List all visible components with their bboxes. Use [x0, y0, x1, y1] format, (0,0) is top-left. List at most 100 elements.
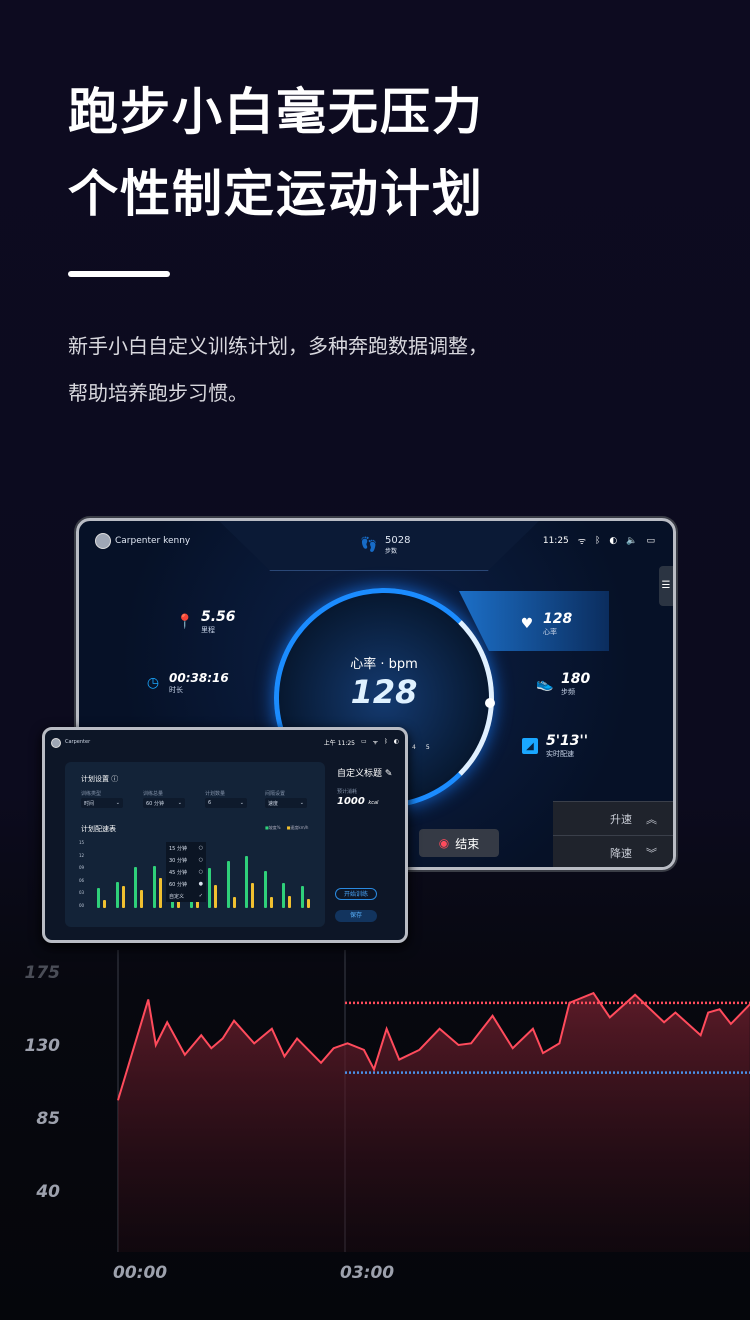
bar-yellow	[121, 885, 125, 908]
field-select[interactable]: 60 分钟 ⌄	[143, 798, 185, 808]
pace-bar-chart	[93, 842, 323, 908]
dropdown-option[interactable]: 60 分钟 ●	[169, 881, 203, 888]
dropdown-option[interactable]: 30 分钟 ○	[169, 857, 203, 864]
steps-display: 👣 5028 步数	[360, 535, 410, 555]
brightness-icon[interactable]: ◐	[393, 738, 399, 745]
data-point	[320, 1062, 322, 1064]
footprints-icon: 👣	[360, 537, 378, 553]
data-point	[609, 1016, 611, 1018]
status-bar: 上午 11:25 ▭ ᯤ ᛒ ◐	[324, 738, 399, 747]
gauge-unit: 心率 · bpm	[350, 657, 418, 672]
message-icon[interactable]: ▭	[646, 535, 655, 546]
save-button[interactable]: 保存	[335, 910, 377, 922]
data-point	[418, 1049, 420, 1051]
chevron-down-icon: ⌄	[239, 800, 244, 806]
data-point	[398, 1059, 400, 1061]
speed-up-label: 升速	[610, 812, 632, 826]
data-point	[470, 1042, 472, 1044]
data-point	[271, 1028, 273, 1030]
cadence-stat: 👟 180 步频	[536, 671, 590, 697]
y-tick: 00	[79, 902, 85, 908]
custom-title[interactable]: 自定义标题 ✎	[337, 769, 393, 779]
data-point	[532, 1028, 534, 1030]
bar-green	[152, 865, 156, 908]
data-point	[147, 999, 149, 1001]
double-chevron-up-icon: ︽	[646, 812, 657, 826]
speed-down-label: 降速	[610, 846, 632, 860]
user-avatar[interactable]	[51, 738, 61, 748]
heart-rate-area	[118, 993, 750, 1252]
mini-chart-axis: 4 5	[412, 744, 430, 751]
message-icon[interactable]: ▭	[360, 738, 367, 745]
field-select[interactable]: 6 ⌄	[205, 798, 247, 808]
field-select[interactable]: 速度 ⌄	[265, 798, 307, 808]
chevron-down-icon: ⌄	[115, 800, 120, 806]
cadence-label: 步频	[561, 688, 575, 696]
data-point	[184, 1054, 186, 1056]
field-select[interactable]: 时间 ⌄	[81, 798, 123, 808]
estimate-label: 预计消耗	[337, 789, 358, 795]
bar-yellow	[288, 895, 291, 908]
speed-down-button[interactable]: 降速 ︾	[553, 835, 673, 867]
data-point	[373, 1068, 375, 1070]
dropdown-option[interactable]: 45 分钟 ○	[169, 869, 203, 876]
shoe-icon: 👟	[536, 676, 554, 692]
radio-icon: ○	[198, 845, 203, 851]
heart-rate-label: 心率	[543, 628, 557, 636]
bluetooth-icon[interactable]: ᛒ	[595, 535, 601, 546]
y-tick: 03	[79, 890, 85, 896]
y-tick-label: 40	[35, 1182, 60, 1202]
bar-green	[134, 867, 137, 908]
field-label: 间隔设置	[265, 791, 286, 797]
double-chevron-down-icon: ︾	[646, 846, 657, 860]
bar-green	[245, 855, 248, 908]
user-avatar[interactable]	[95, 533, 111, 549]
data-point	[674, 1012, 676, 1014]
y-tick: 09	[79, 865, 85, 871]
end-button[interactable]: ◉ 结束	[419, 829, 499, 857]
training-plan-tablet: Carpenter 上午 11:25 ▭ ᯤ ᛒ ◐ 计划设置 ⓘ 训练类型 时…	[42, 727, 408, 943]
pace-label: 实时配速	[546, 750, 574, 758]
data-point	[222, 1038, 224, 1040]
start-training-button[interactable]: 开始训练	[335, 888, 377, 900]
estimate-value: 1000 kcal	[337, 796, 379, 807]
data-point	[592, 992, 594, 994]
volume-icon[interactable]: 🔈	[626, 535, 638, 546]
bluetooth-icon[interactable]: ᛒ	[384, 738, 388, 745]
dropdown-option[interactable]: 15 分钟 ○	[169, 845, 203, 852]
clock-icon: ◷	[146, 675, 160, 691]
bar-green	[115, 882, 119, 908]
brightness-icon[interactable]: ◐	[609, 535, 618, 546]
speed-up-button[interactable]: 升速 ︽	[553, 801, 673, 835]
distance-label: 里程	[201, 626, 215, 634]
wifi-icon[interactable]: ᯤ	[372, 739, 379, 746]
data-point	[233, 1020, 235, 1022]
data-point	[512, 1047, 514, 1049]
bar-green	[97, 888, 100, 908]
dropdown-option[interactable]: 自定义 ✓	[169, 893, 203, 900]
subtitle-line-1: 新手小白自定义训练计划，多种奔跑数据调整，	[68, 334, 488, 358]
bar-yellow	[103, 899, 106, 908]
legend-yellow: ■速度km/h	[286, 825, 309, 830]
data-point	[333, 1047, 335, 1049]
wifi-icon[interactable]: ᯤ	[577, 537, 586, 547]
user-name: Carpenter kenny	[115, 536, 191, 546]
data-point	[117, 1099, 119, 1101]
duration-value: 00:38:16	[169, 671, 229, 685]
radio-icon: ○	[198, 857, 203, 863]
data-point	[210, 1047, 212, 1049]
plan-settings-panel: 计划设置 ⓘ 训练类型 时间 ⌄ 训练总量 60 分钟 ⌄ 计划数量 6 ⌄ 间隔设置 速度…	[65, 762, 325, 927]
clock: 上午 11:25	[323, 740, 355, 747]
bar-green	[263, 871, 267, 908]
pace-stat: ◢ 5'13'' 实时配速	[522, 733, 588, 759]
chevron-down-icon: ⌄	[299, 800, 304, 806]
side-menu-handle[interactable]: ☰	[659, 566, 673, 606]
total-dropdown-menu: 15 分钟 ○ 30 分钟 ○ 45 分钟 ○ 60 分钟 ● 自定义 ✓	[166, 842, 206, 902]
data-point	[363, 1049, 365, 1051]
heart-rate-highlight-panel	[459, 591, 609, 651]
bar-green	[208, 867, 211, 908]
duration-stat: ◷ 00:38:16 时长	[145, 671, 229, 695]
speedometer-icon: ◢	[522, 738, 538, 754]
bar-yellow	[140, 889, 143, 908]
radio-icon: ✓	[198, 893, 203, 899]
